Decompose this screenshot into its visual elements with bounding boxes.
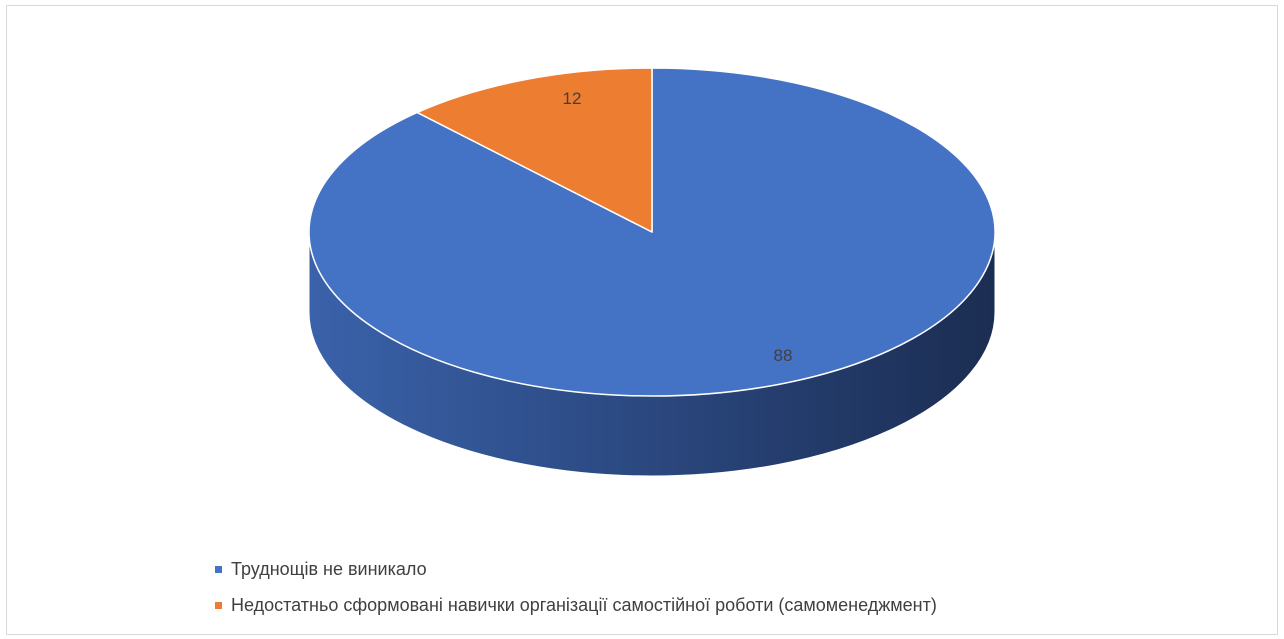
legend: Труднощів не виникало Недостатньо сформо… xyxy=(215,558,937,630)
legend-item-1: Труднощів не виникало xyxy=(215,558,937,580)
chart-area: 88 12 Труднощів не виникало Недостатньо с… xyxy=(6,5,1278,635)
pie-chart: 88 12 xyxy=(308,67,996,477)
data-label-1: 88 xyxy=(774,346,793,365)
legend-label-2: Недостатньо сформовані навички організац… xyxy=(231,594,937,615)
legend-swatch-2 xyxy=(215,601,222,609)
legend-label-1: Труднощів не виникало xyxy=(231,558,427,579)
legend-swatch-1 xyxy=(215,565,222,573)
data-label-2: 12 xyxy=(563,89,582,108)
legend-item-2: Недостатньо сформовані навички організац… xyxy=(215,594,937,616)
pie-slice-2 xyxy=(416,67,653,233)
